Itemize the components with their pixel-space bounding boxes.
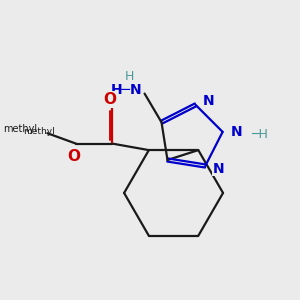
Text: methyl: methyl [23, 128, 55, 136]
Text: O─CH₃: O─CH₃ [25, 130, 29, 131]
Text: methyl: methyl [3, 124, 37, 134]
Text: ─H: ─H [251, 128, 268, 141]
Text: H: H [124, 70, 134, 83]
Text: N: N [231, 125, 243, 139]
Text: H─N: H─N [110, 83, 142, 97]
Text: O: O [67, 149, 80, 164]
Text: O: O [103, 92, 116, 107]
Text: N: N [212, 162, 224, 176]
Text: N: N [203, 94, 214, 108]
